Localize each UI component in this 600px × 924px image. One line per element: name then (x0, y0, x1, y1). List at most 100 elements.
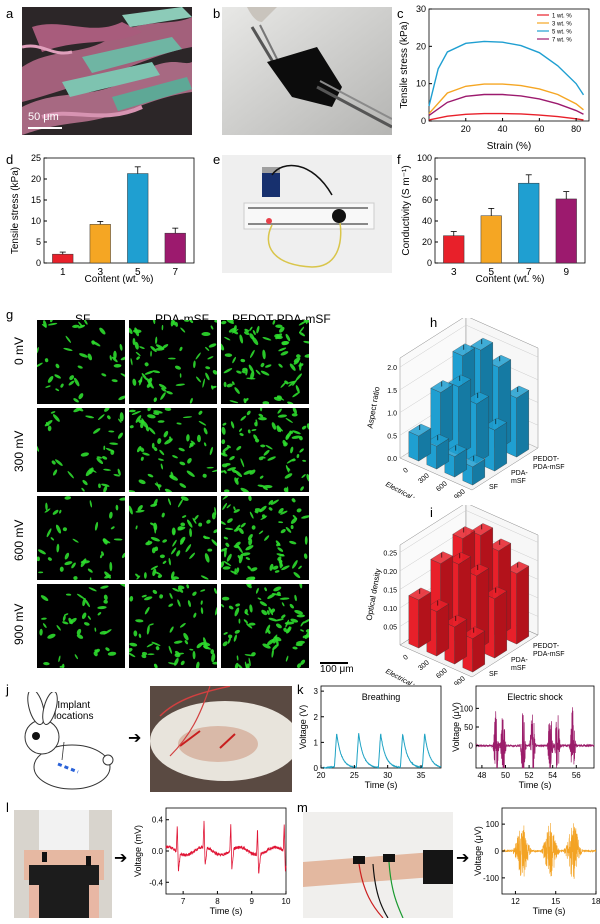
cell (302, 459, 307, 462)
cell (158, 383, 167, 389)
x-tick-label: 10 (282, 897, 291, 906)
cell (178, 585, 185, 590)
cell (292, 646, 298, 650)
cell (38, 549, 46, 555)
arrow-icon: ➔ (128, 730, 142, 747)
cell (129, 642, 138, 647)
cell (274, 570, 280, 573)
cell (198, 410, 203, 415)
cell (65, 593, 72, 596)
cell (292, 408, 297, 414)
cell (193, 360, 196, 369)
x-axis-label: Content (wt. %) (85, 274, 154, 285)
cell (299, 584, 303, 589)
cell (45, 502, 48, 511)
cell (223, 560, 232, 567)
cell (279, 326, 285, 333)
cell (99, 327, 106, 335)
cell (168, 357, 176, 360)
cell (174, 653, 180, 658)
cell (201, 332, 211, 337)
cell (81, 487, 85, 492)
cell (215, 606, 217, 616)
cell (153, 410, 163, 414)
cell (65, 335, 72, 343)
bar-3 (89, 224, 111, 264)
cell (211, 469, 217, 473)
cell (238, 527, 244, 534)
cell-grid-row-label-600: 600 mV (12, 519, 26, 561)
cell (109, 355, 112, 361)
x-tick-label: 9 (249, 897, 254, 906)
bar-top (484, 586, 508, 599)
cell (98, 483, 101, 489)
cell (231, 381, 235, 386)
cell (129, 505, 133, 515)
cell (119, 412, 124, 422)
cell (164, 488, 173, 492)
cell (139, 376, 143, 386)
cell (146, 383, 151, 388)
cell (157, 438, 162, 445)
cell (152, 568, 157, 577)
depth-tick-label: mSF (511, 665, 526, 672)
legend-label-2: 5 wt. % (552, 30, 572, 36)
cell (206, 466, 214, 469)
cell (170, 320, 175, 327)
cell (236, 370, 242, 374)
cell (76, 593, 85, 600)
cell (177, 526, 186, 531)
cell (176, 422, 182, 425)
plot-frame (434, 157, 586, 264)
cell (233, 506, 236, 511)
cell (54, 374, 61, 379)
cell (268, 606, 274, 616)
cell (152, 320, 156, 325)
cell (47, 322, 58, 326)
cell (205, 372, 210, 381)
cell-grid-row-label-0: 0 mV (12, 336, 26, 365)
cell (245, 557, 251, 561)
cell (180, 536, 186, 543)
cell (87, 568, 93, 573)
cell (244, 611, 249, 616)
chart-k-breathing: 20 25 30 35 0 1 2 3 Time (s) Voltage (V) Breathing (298, 685, 442, 790)
cell (196, 642, 203, 649)
signal-trace (475, 707, 595, 769)
cell (196, 376, 202, 383)
chart-c: 1 wt. % 3 wt. % 5 wt. % 7 wt. % 20 40 60 80 0 10 2… (399, 5, 590, 152)
cell (120, 373, 125, 378)
cell (200, 575, 209, 580)
cell (179, 461, 186, 466)
cell (133, 329, 142, 334)
cell (175, 383, 185, 386)
cell (284, 380, 289, 385)
cell (272, 320, 276, 325)
cell (96, 457, 104, 465)
cell (154, 546, 159, 552)
y-axis-label: Tensile stress (kPa) (399, 21, 410, 108)
cell (281, 565, 290, 571)
cell (223, 536, 229, 540)
plot-frame (320, 685, 442, 769)
cell (140, 423, 144, 429)
cell (263, 449, 270, 456)
cell (94, 521, 99, 531)
x-tick-label: 15 (551, 897, 560, 906)
cell (295, 373, 302, 381)
x-tick-label: 900 (453, 488, 467, 498)
cell (210, 649, 215, 655)
bar-top (462, 626, 486, 639)
y-tick-label: 25 (31, 153, 41, 163)
cell (184, 320, 190, 322)
circuit-drawing (222, 155, 392, 273)
cell (136, 445, 142, 453)
rabbit-illustration (24, 692, 114, 790)
cell (281, 602, 285, 607)
cell (55, 388, 60, 392)
cell (289, 363, 296, 371)
y-tick-label: -100 (483, 874, 500, 883)
cell (119, 343, 123, 351)
cell (73, 576, 78, 580)
x-tick-label: 300 (417, 472, 431, 485)
